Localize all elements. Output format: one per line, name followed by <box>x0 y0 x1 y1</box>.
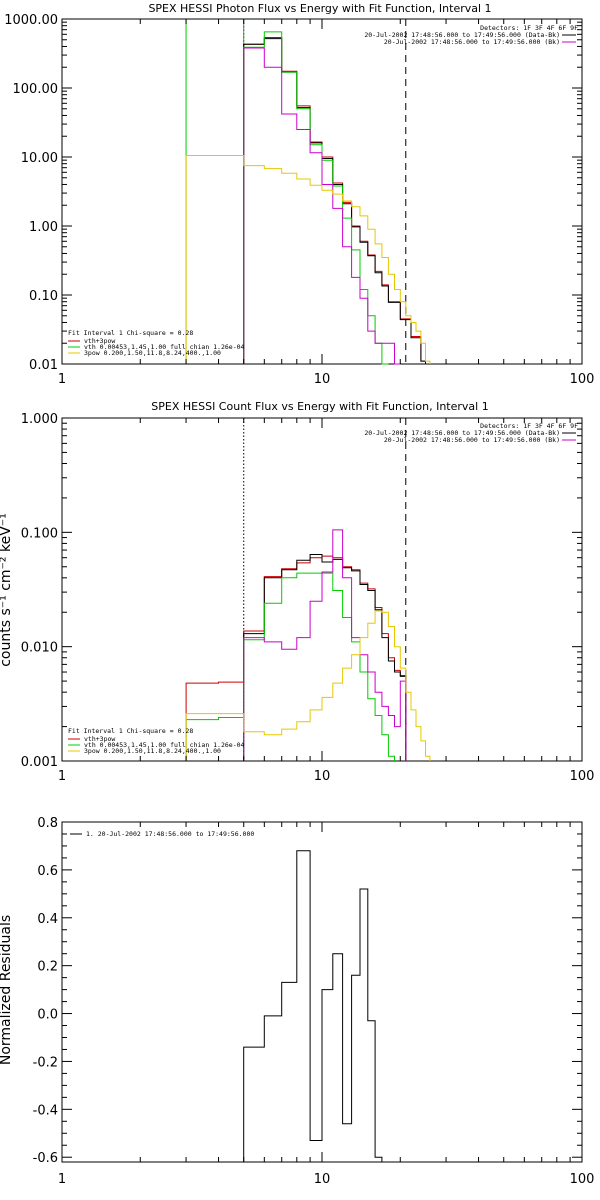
series-3pow <box>185 155 431 364</box>
series-3pow <box>185 610 431 761</box>
series-vth-3pow <box>243 37 426 364</box>
photon-legend-pow-text: 3pow 0.200,1.50,11.8,8.24,400.,1.00 <box>84 349 221 357</box>
residuals-axes: 1 10 100 -0.6 -0.4 -0.2 0.0 0.2 0.4 0.6 0.8 <box>33 816 595 1187</box>
series-1-20-jul-2002-17-48-56-000-to-17-49-56-000 <box>243 850 389 1163</box>
y-tick-label: 0.001 <box>21 755 58 770</box>
y-tick-label: 100.00 <box>13 82 59 97</box>
y-tick-label: -0.4 <box>33 1103 58 1118</box>
y-tick-label: 1.000 <box>21 412 58 427</box>
x-tick-label: 100 <box>570 1172 595 1187</box>
y-tick-label: 0.2 <box>37 960 58 975</box>
count-legend-pow-text: 3pow 0.200,1.50,11.8,8.24,400.,1.00 <box>84 747 221 755</box>
count-legend-fit-text: vth+3pow <box>84 735 115 743</box>
photon-legend-bk-text: 20-Jul-2002 17:48:56.000 to 17:49:56.000… <box>384 38 560 46</box>
photon-series-group <box>185 31 431 365</box>
photon-plot-frame <box>61 18 583 365</box>
x-tick-label: 1 <box>58 1172 66 1187</box>
count-axes: 1 10 100 0.001 0.010 0.100 1.000 <box>21 412 595 784</box>
x-tick-label: 10 <box>314 1172 331 1187</box>
residuals-y-axis-label: Normalized Residuals <box>0 915 14 1065</box>
photon-legend-fit-text: vth+3pow <box>84 337 115 345</box>
x-tick-label: 1 <box>58 769 66 784</box>
count-chart-title: SPEX HESSI Count Flux vs Energy with Fit… <box>151 400 488 413</box>
residuals-panel: 1 10 100 -0.6 -0.4 -0.2 0.0 0.2 0.4 0.6 0.8 Normal… <box>0 816 594 1187</box>
y-tick-label: 0.8 <box>37 816 58 831</box>
count-fit-info: Fit Interval 1 Chi-square = 0.28 <box>68 727 193 735</box>
y-tick-label: -0.2 <box>33 1055 58 1070</box>
series-vth <box>243 31 389 365</box>
count-series-group <box>185 529 431 761</box>
y-tick-label: 0.0 <box>37 1008 58 1023</box>
photon-legend-databk-text: 20-Jul-2002 17:48:56.000 to 17:49:56.000… <box>364 31 560 39</box>
photon-detectors-label: Detectors: 1F 3F 4F 6F 9F <box>480 24 578 32</box>
count-vlines <box>243 418 407 761</box>
y-tick-label: 0.100 <box>21 526 58 541</box>
series-vth-3pow <box>185 555 407 761</box>
count-legend-bk-text: 20-Jul-2002 17:48:56.000 to 17:49:56.000… <box>384 436 560 444</box>
x-tick-label: 1 <box>58 372 66 387</box>
x-tick-label: 100 <box>570 769 595 784</box>
count-detectors-label: Detectors: 1F 3F 4F 6F 9F <box>480 422 578 430</box>
photon-chart-title: SPEX HESSI Photon Flux vs Energy with Fi… <box>148 2 491 15</box>
count-flux-panel: SPEX HESSI Count Flux vs Energy with Fit… <box>0 400 594 784</box>
count-y-axis-label: counts s⁻¹ cm⁻² keV⁻¹ <box>0 513 14 667</box>
y-tick-label: 10.00 <box>21 151 58 166</box>
count-legend-databk-text: 20-Jul-2002 17:48:56.000 to 17:49:56.000… <box>364 429 560 437</box>
photon-axes: 1 10 100 0.01 0.10 1.00 10.00 100.00 1000.00 <box>4 13 594 387</box>
x-tick-label: 100 <box>570 372 595 387</box>
photon-flux-panel: SPEX HESSI Photon Flux vs Energy with Fi… <box>4 2 594 387</box>
photon-fit-info: Fit Interval 1 Chi-square = 0.28 <box>68 329 193 337</box>
y-tick-label: 0.01 <box>29 358 58 373</box>
y-tick-label: 0.10 <box>29 289 58 304</box>
residuals-series-group <box>243 850 389 1163</box>
photon-legend-vth-text: vth 0.00453,1.45,1.00 full chian 1.26e-0… <box>84 343 245 351</box>
y-tick-label: 0.6 <box>37 864 58 879</box>
count-legend-vth-text: vth 0.00453,1.45,1.00 full chian 1.26e-0… <box>84 741 245 749</box>
y-tick-label: 0.010 <box>21 641 58 656</box>
residuals-legend-text: 1. 20-Jul-2002 17:48:56.000 to 17:49:56.… <box>86 830 254 838</box>
series-data-bk <box>243 38 426 364</box>
y-tick-label: -0.6 <box>33 1151 58 1166</box>
y-tick-label: 0.4 <box>37 912 58 927</box>
series-data-bk <box>243 554 407 761</box>
series-bk <box>243 529 407 761</box>
y-tick-label: 1000.00 <box>4 13 58 28</box>
series-bk <box>243 47 401 365</box>
x-tick-label: 10 <box>314 372 331 387</box>
y-tick-label: 1.00 <box>29 220 58 235</box>
x-tick-label: 10 <box>314 769 331 784</box>
series-vth <box>185 572 395 761</box>
